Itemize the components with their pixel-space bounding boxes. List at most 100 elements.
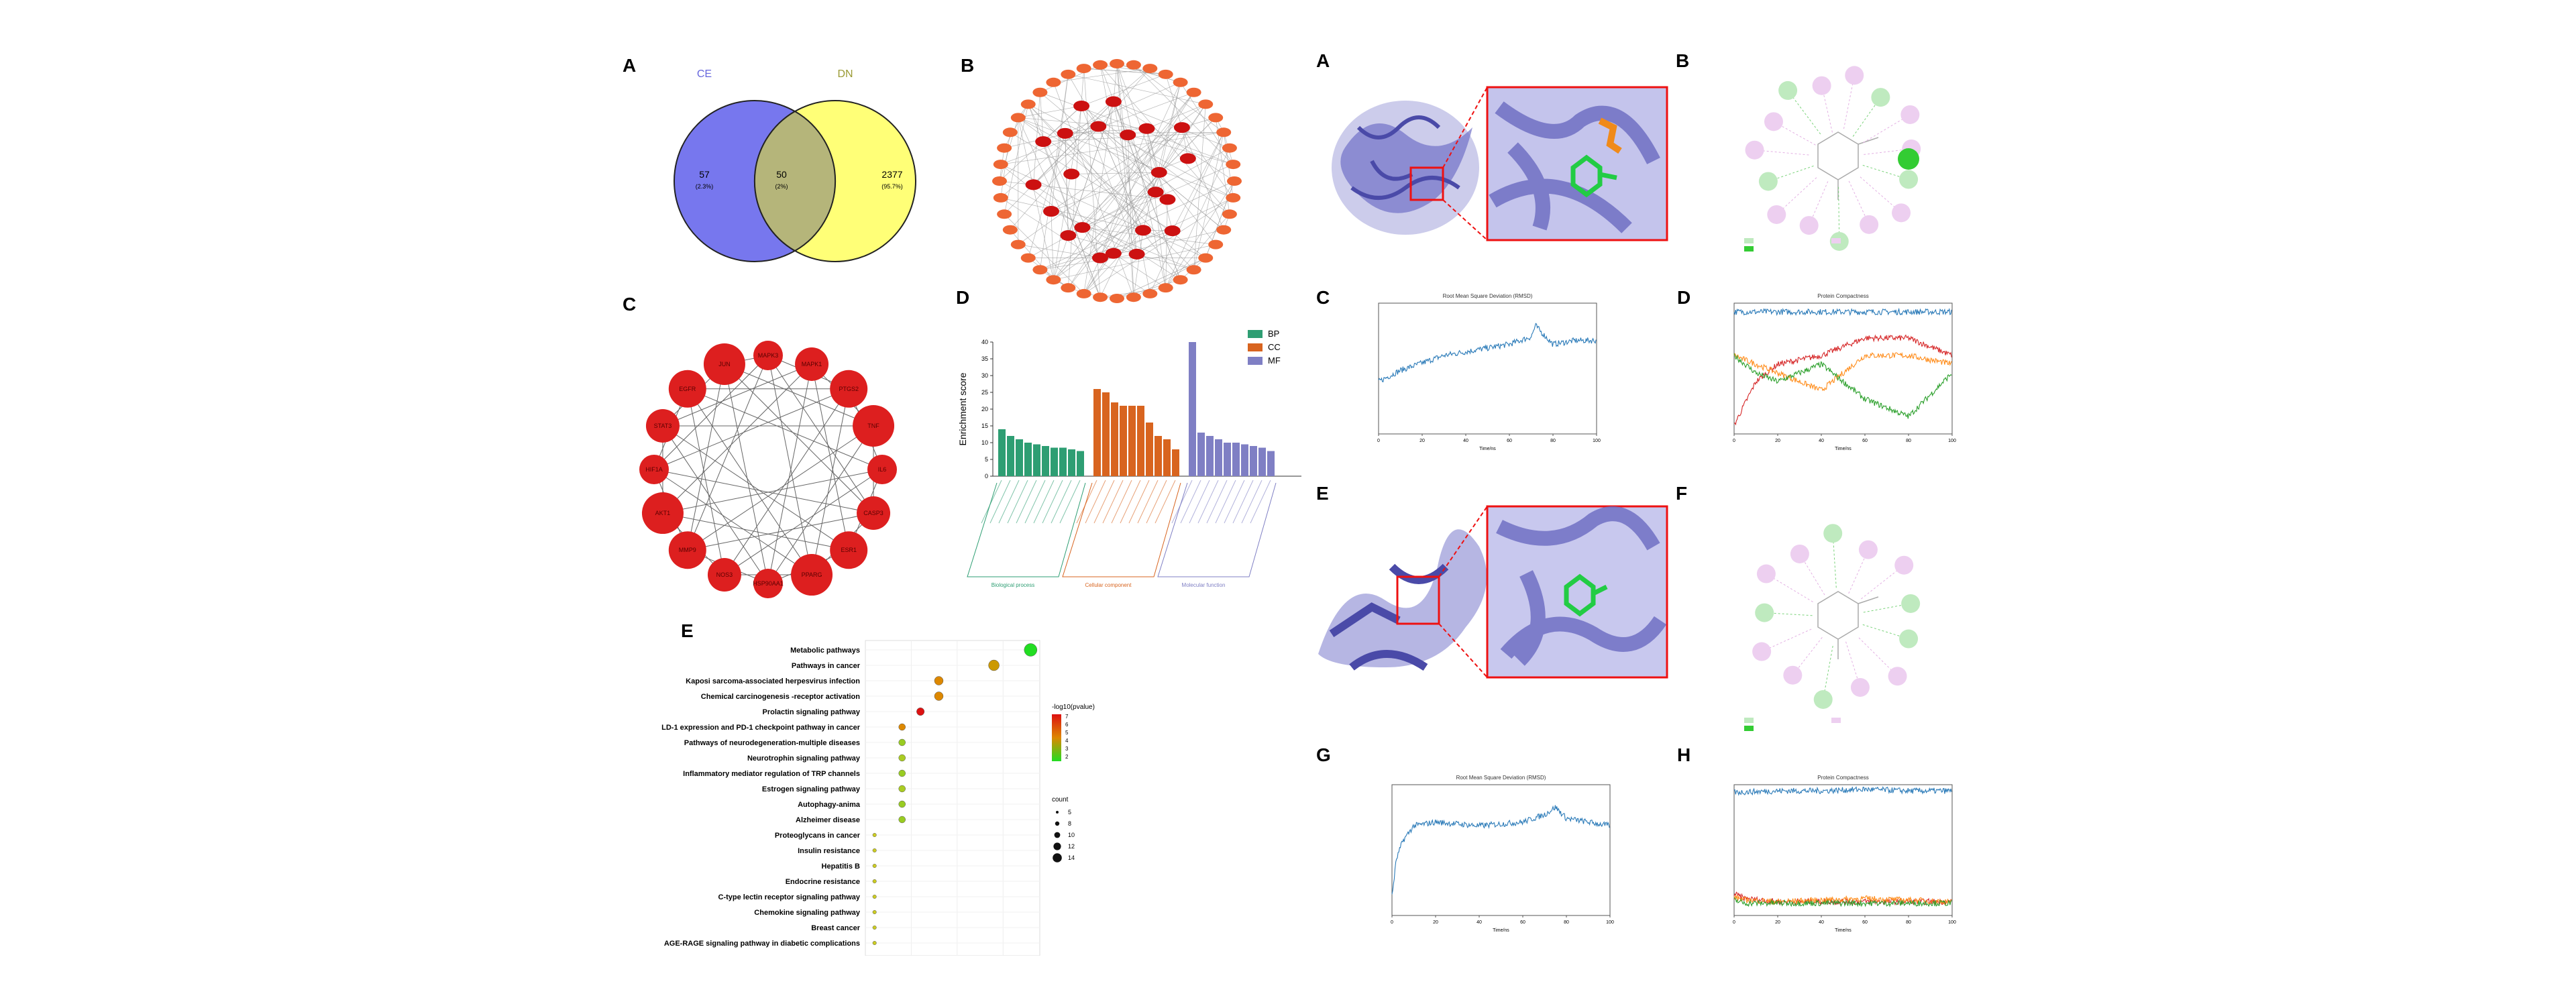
bubble	[872, 926, 877, 930]
group-label: Cellular component	[1085, 582, 1132, 588]
bubble	[872, 879, 877, 883]
bar-bp	[1007, 436, 1014, 476]
network-edge	[1097, 126, 1144, 231]
network-edge	[1193, 104, 1206, 270]
network-edge	[1040, 92, 1234, 165]
network-edge	[1065, 133, 1069, 236]
network-node-outer	[1222, 143, 1237, 153]
pathway-label: C-type lectin receptor signaling pathway	[718, 893, 861, 901]
size-legend-dot	[1055, 821, 1060, 826]
x-tick-label-mark	[1250, 480, 1271, 524]
core-node	[639, 455, 669, 484]
residue-node	[1899, 170, 1919, 189]
network-node-inner	[1060, 230, 1077, 241]
network-node-outer	[1076, 288, 1091, 298]
network-edge	[1083, 192, 1157, 294]
legend-label: BP	[1268, 329, 1279, 339]
network-edge	[1010, 132, 1173, 231]
zoom-box-1	[1409, 166, 1444, 201]
network-edge	[1068, 164, 1234, 236]
x-tick-label-mark	[1206, 480, 1228, 524]
series-line	[1733, 895, 1952, 905]
core-node	[645, 408, 680, 443]
network-edge	[1172, 132, 1224, 231]
core-node-label: TNF	[867, 423, 879, 429]
core-node	[791, 554, 833, 596]
x-tick-label-mark	[1155, 480, 1176, 524]
network-edge	[724, 364, 769, 584]
network-edge	[1068, 92, 1194, 288]
rmsd-plot-2: Root Mean Square Deviation (RMSD) 0 20 40 60…	[1391, 775, 1614, 933]
network-edge	[1040, 74, 1069, 270]
legend-swatch-mf	[1248, 357, 1263, 365]
bar-bp	[1042, 446, 1049, 476]
network-edge	[1051, 74, 1069, 212]
right-panel-a-label: A	[1316, 50, 1330, 71]
core-node	[830, 370, 868, 408]
network-node-inner	[1147, 186, 1164, 198]
bubble	[898, 816, 906, 824]
series-line	[1733, 351, 1952, 392]
bar-mf	[1241, 444, 1248, 476]
x-tick-label: 0	[1377, 439, 1380, 443]
network-edge	[1028, 258, 1069, 288]
network-edge	[1083, 68, 1166, 75]
x-tick-label: 0	[1733, 920, 1735, 925]
residue-node	[1812, 76, 1831, 95]
network-node-outer	[1142, 288, 1158, 298]
network-edge	[662, 425, 769, 584]
y-tick-label: 10	[981, 439, 988, 446]
bar-mf	[1206, 436, 1214, 476]
network-edge	[1028, 133, 1066, 258]
network-edge	[1040, 92, 1044, 142]
core-node	[707, 558, 741, 592]
network-edge	[1165, 180, 1235, 288]
pathway-label: Prolactin signaling pathway	[763, 708, 861, 716]
network-node-outer	[1010, 113, 1026, 123]
network-edge	[1113, 101, 1230, 149]
network-node-outer	[1010, 239, 1026, 249]
pathway-label: Hepatitis B	[822, 862, 861, 871]
bubble	[898, 769, 906, 777]
residue-node	[1899, 629, 1919, 649]
series-line	[1391, 805, 1610, 895]
network-edge	[1004, 101, 1114, 215]
x-tick-label-mark	[1085, 480, 1106, 524]
network-node-inner	[1091, 252, 1108, 264]
go-enrichment-chart: 0 5 10 15 20 25 30 35 40 Enrichment score Biologic…	[957, 329, 1301, 588]
x-tick-label-mark	[1215, 480, 1236, 524]
bar-cc	[1172, 449, 1179, 476]
network-edge	[1068, 101, 1114, 236]
network-edge	[1081, 74, 1166, 107]
network-edge	[1033, 184, 1181, 280]
series-line	[1733, 353, 1952, 419]
residue-node	[1823, 524, 1843, 543]
zoom-box-2	[1396, 575, 1440, 625]
bubble	[898, 723, 906, 731]
network-edge	[1146, 128, 1173, 231]
network-node-outer	[1198, 253, 1214, 263]
x-tick-label: 100	[1593, 439, 1601, 443]
network-edge	[1004, 126, 1099, 149]
network-edge	[1083, 101, 1114, 294]
network-node-inner	[1025, 179, 1042, 190]
bubble	[898, 738, 906, 746]
panel-b-label: B	[961, 55, 975, 76]
network-edge	[687, 425, 874, 551]
plot-title: Root Mean Square Deviation (RMSD)	[1443, 293, 1533, 299]
network-edge	[724, 364, 874, 514]
x-tick-label-mark	[1241, 480, 1263, 524]
size-legend-tick: 8	[1068, 820, 1071, 827]
group-label: Biological process	[991, 582, 1034, 588]
core-node-label: STAT3	[654, 423, 672, 429]
network-edge	[1051, 104, 1206, 212]
bubble	[898, 754, 906, 762]
core-node-label: CASP3	[863, 510, 883, 516]
network-edge	[1146, 104, 1206, 129]
plot-frame	[1733, 302, 1953, 435]
bubble	[872, 941, 877, 945]
network-edge	[767, 364, 812, 584]
network-node-outer	[993, 160, 1008, 170]
network-node-outer	[1020, 253, 1036, 263]
venn-overlap	[753, 110, 837, 252]
